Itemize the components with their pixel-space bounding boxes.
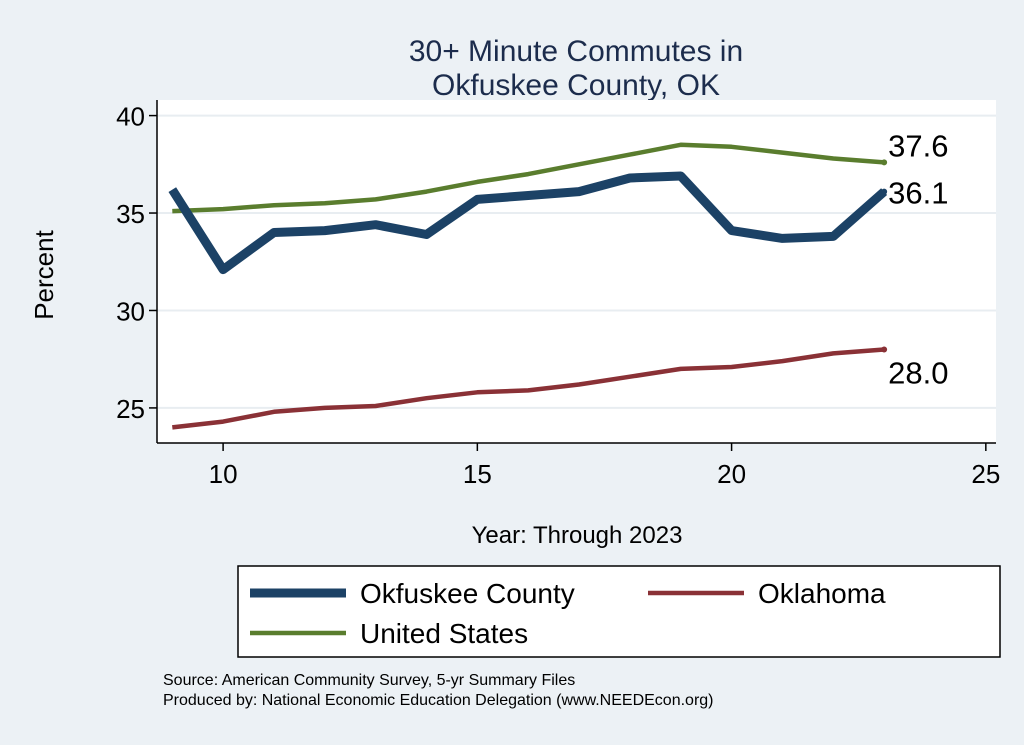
gridlines — [157, 114, 996, 409]
end-label-okfuskee-county: 36.1 — [888, 176, 948, 211]
legend-label-united-states: United States — [360, 618, 528, 649]
producer-note: Produced by: National Economic Education… — [163, 692, 714, 709]
y-tick-label-40: 40 — [116, 102, 145, 132]
x-axis-title: Year: Through 2023 — [472, 522, 683, 549]
plot-background — [157, 100, 996, 443]
axis-titles: Year: Through 2023 Percent — [29, 229, 682, 549]
end-label-oklahoma: 28.0 — [888, 355, 948, 390]
legend: Okfuskee County Oklahoma United States — [237, 565, 1001, 658]
x-tick-label-20: 20 — [717, 459, 746, 489]
y-tick-label-35: 35 — [116, 199, 145, 229]
x-tick-label-10: 10 — [209, 459, 238, 489]
end-point-united-states — [881, 159, 888, 166]
title-line-1: 30+ Minute Commutes in — [409, 35, 743, 68]
series-lines — [168, 142, 888, 430]
y-tick-label-30: 30 — [116, 296, 145, 326]
legend-label-okfuskee-county: Okfuskee County — [360, 578, 575, 609]
x-tick-label-25: 25 — [971, 459, 1000, 489]
series-line-united-states — [172, 142, 885, 214]
legend-label-oklahoma: Oklahoma — [758, 578, 886, 609]
end-point-okfuskee-county — [881, 188, 888, 195]
legend-box — [237, 565, 1001, 658]
axes: 25 30 35 40 10 15 20 25 — [116, 100, 1000, 489]
end-labels: 36.1 28.0 37.6 — [888, 128, 948, 390]
y-axis-title: Percent — [29, 229, 59, 319]
end-label-united-states: 37.6 — [888, 128, 948, 163]
series-line-oklahoma — [172, 347, 885, 430]
x-tick-label-15: 15 — [463, 459, 492, 489]
y-tick-label-25: 25 — [116, 394, 145, 424]
source-note: Source: American Community Survey, 5-yr … — [163, 672, 576, 689]
series-line-okfuskee-county — [168, 171, 888, 275]
end-point-oklahoma — [881, 346, 888, 353]
title-line-2: Okfuskee County, OK — [432, 69, 720, 102]
